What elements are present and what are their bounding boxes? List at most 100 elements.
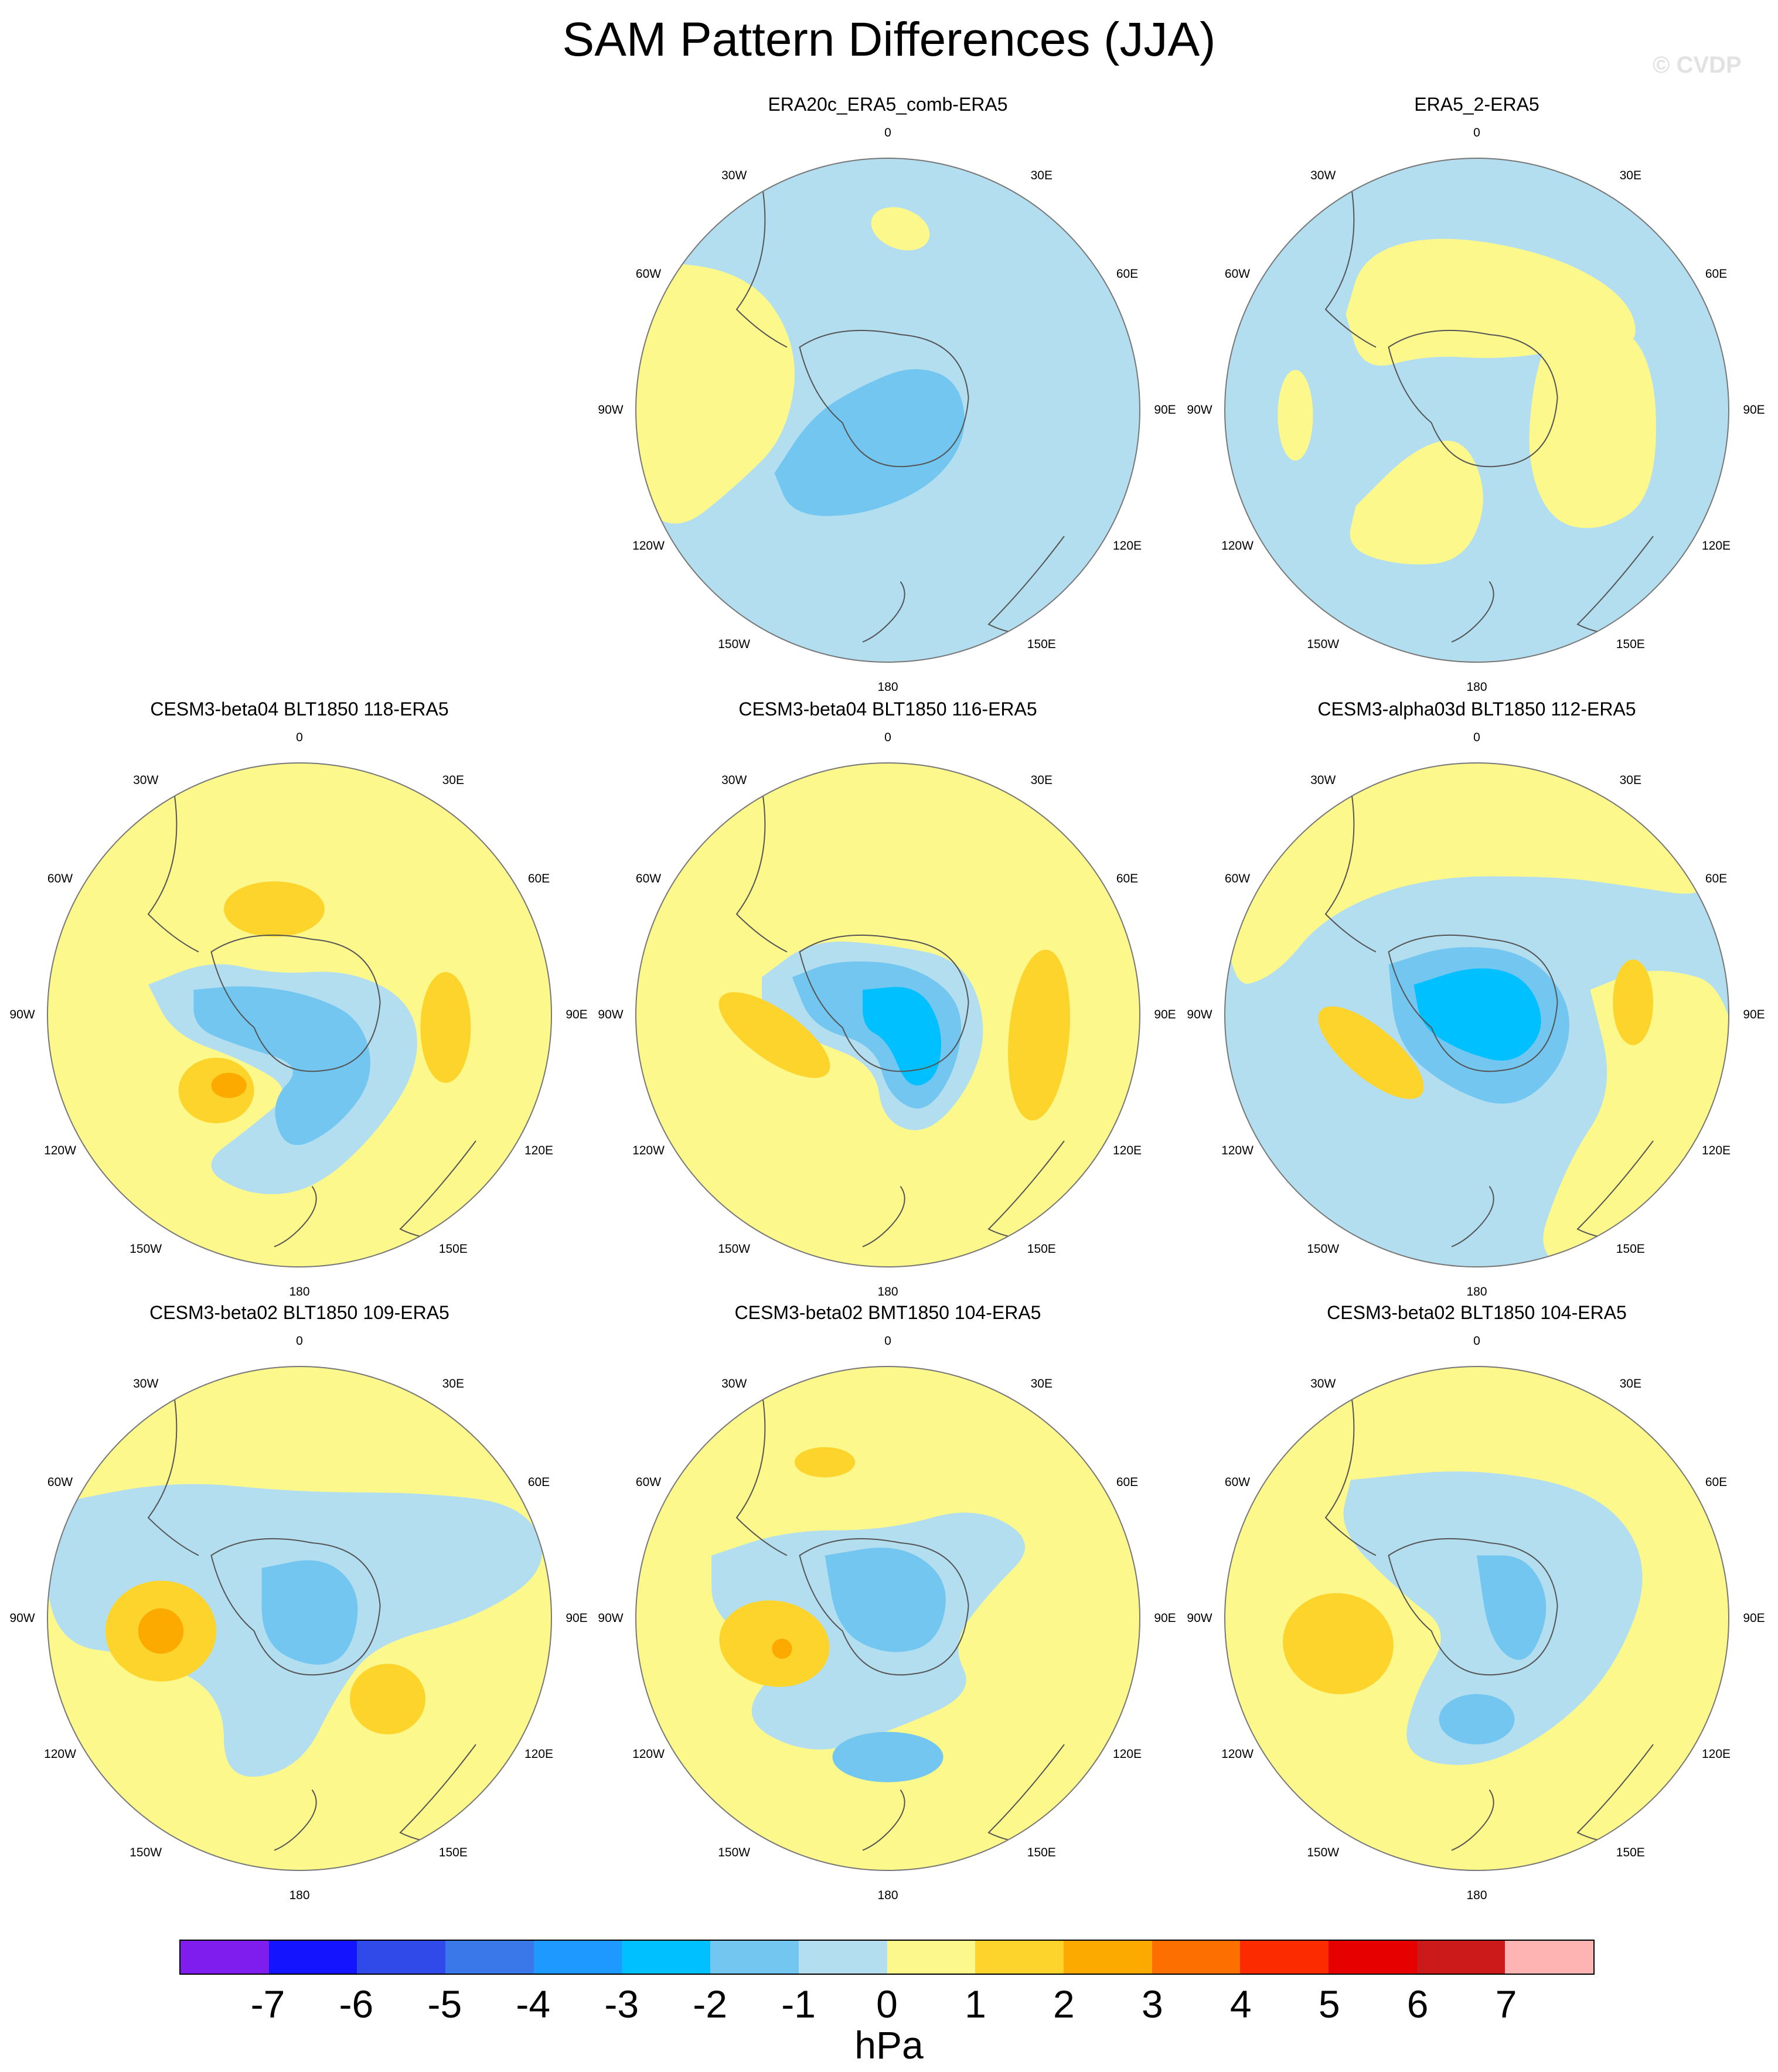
contour-orange-east	[420, 972, 471, 1083]
polar-map	[1224, 158, 1729, 663]
longitude-label: 180	[1466, 1889, 1487, 1902]
longitude-label: 90W	[598, 1611, 624, 1625]
longitude-label: 60W	[1224, 267, 1251, 281]
colorbar-swatch	[1152, 1941, 1241, 1974]
panel-title: CESM3-alpha03d BLT1850 112-ERA5	[1317, 698, 1636, 720]
contour-dark-orange-west	[772, 1638, 792, 1659]
colorbar-tick-label: 6	[1406, 1982, 1429, 2026]
longitude-label: 150E	[1027, 1845, 1056, 1859]
longitude-label: 150W	[1307, 637, 1340, 651]
contour-orange-southeast	[350, 1664, 425, 1734]
longitude-label: 120W	[1221, 539, 1254, 553]
longitude-label: 30W	[133, 773, 159, 788]
polar-map	[635, 158, 1140, 663]
longitude-label: 150E	[1616, 1845, 1645, 1859]
colorbar-tick-label: -7	[250, 1982, 285, 2026]
longitude-label: 150E	[438, 1242, 468, 1256]
longitude-label: 30W	[133, 1377, 159, 1391]
longitude-label: 30E	[1619, 169, 1641, 183]
longitude-label: 60E	[1705, 871, 1728, 885]
colorbar-swatch	[1416, 1941, 1505, 1974]
longitude-label: 150E	[1027, 1242, 1056, 1256]
colorbar-swatch	[1063, 1941, 1152, 1974]
contour-yellow-east-arm	[1529, 322, 1656, 529]
longitude-label: 0	[884, 1334, 891, 1348]
longitude-label: 180	[289, 1285, 310, 1299]
colorbar-swatch	[975, 1941, 1064, 1974]
map-border	[1224, 1366, 1729, 1871]
longitude-label: 120W	[44, 1144, 76, 1158]
longitude-label: 60E	[1116, 1475, 1139, 1489]
map-border	[1224, 762, 1729, 1267]
contour-dark-orange-southwest	[211, 1072, 247, 1098]
longitude-label: 120E	[524, 1144, 554, 1158]
longitude-label: 30E	[442, 1377, 464, 1391]
colorbar-swatch	[180, 1941, 269, 1974]
longitude-label: 150W	[130, 1242, 162, 1256]
longitude-label: 120W	[632, 1144, 665, 1158]
longitude-label: 120E	[1112, 1747, 1142, 1761]
longitude-label: 150W	[718, 1242, 751, 1256]
longitude-label: 90E	[1743, 403, 1765, 417]
panel-title: ERA5_2-ERA5	[1414, 94, 1539, 115]
longitude-label: 0	[1473, 1334, 1480, 1348]
longitude-label: 90E	[1154, 403, 1176, 417]
colorbar-tick-label: -6	[339, 1982, 374, 2026]
longitude-label: 60E	[1705, 267, 1728, 281]
longitude-label: 120W	[1221, 1144, 1254, 1158]
map-border	[47, 1366, 552, 1871]
longitude-label: 0	[884, 731, 891, 744]
longitude-label: 60W	[47, 1475, 73, 1489]
longitude-label: 120E	[1701, 539, 1731, 553]
longitude-label: 30E	[1619, 773, 1641, 788]
colorbar-tick-label: 4	[1229, 1982, 1252, 2026]
contour-yellow-north	[1225, 763, 1729, 984]
map-border	[635, 1366, 1140, 1871]
longitude-label: 30W	[721, 773, 747, 788]
map-border	[1224, 158, 1729, 663]
longitude-label: 0	[1473, 731, 1480, 744]
colorbar-tick-label: 2	[1053, 1982, 1075, 2026]
colorbar-tick-label: -2	[693, 1982, 727, 2026]
longitude-label: 150W	[1307, 1242, 1340, 1256]
longitude-label: 180	[877, 680, 898, 694]
contour-blue-center	[1477, 1555, 1547, 1660]
colorbar-tick-label: 7	[1495, 1982, 1517, 2026]
longitude-label: 0	[884, 126, 891, 139]
panel-title: ERA20c_ERA5_comb-ERA5	[768, 94, 1008, 115]
colorbar-swatch	[798, 1941, 887, 1974]
colorbar-swatch	[357, 1941, 446, 1974]
longitude-label: 120W	[44, 1747, 76, 1761]
longitude-label: 60W	[1224, 1475, 1251, 1489]
colorbar-swatch	[268, 1941, 357, 1974]
colorbar-swatch	[1240, 1941, 1329, 1974]
longitude-label: 150W	[130, 1845, 162, 1859]
longitude-label: 60E	[527, 871, 550, 885]
longitude-label: 180	[289, 1889, 310, 1902]
longitude-label: 120E	[1112, 539, 1142, 553]
watermark: © CVDP	[1653, 52, 1742, 78]
longitude-label: 30E	[1030, 1377, 1053, 1391]
map-border	[47, 762, 552, 1267]
longitude-label: 60W	[47, 871, 73, 885]
contour-orange-west-band	[1318, 1006, 1424, 1099]
colorbar-tick-label: 0	[876, 1982, 898, 2026]
longitude-label: 120W	[632, 1747, 665, 1761]
longitude-label: 60E	[527, 1475, 550, 1489]
longitude-label: 60E	[1116, 871, 1139, 885]
longitude-label: 90W	[9, 1008, 35, 1021]
contour-cyan-core	[1413, 968, 1541, 1061]
contour-blue-center	[825, 1548, 946, 1652]
longitude-label: 0	[1473, 126, 1480, 139]
colorbar-swatch	[1505, 1941, 1593, 1974]
longitude-label: 30E	[442, 773, 464, 788]
polar-map	[1224, 1366, 1729, 1871]
longitude-label: 150E	[1027, 637, 1056, 651]
longitude-label: 0	[296, 1334, 303, 1348]
polar-map	[635, 1366, 1140, 1871]
colorbar-tick-label: -1	[781, 1982, 816, 2026]
longitude-label: 120E	[1112, 1144, 1142, 1158]
longitude-label: 60E	[1116, 267, 1139, 281]
colorbar-swatch	[445, 1941, 534, 1974]
longitude-label: 150W	[718, 1845, 751, 1859]
